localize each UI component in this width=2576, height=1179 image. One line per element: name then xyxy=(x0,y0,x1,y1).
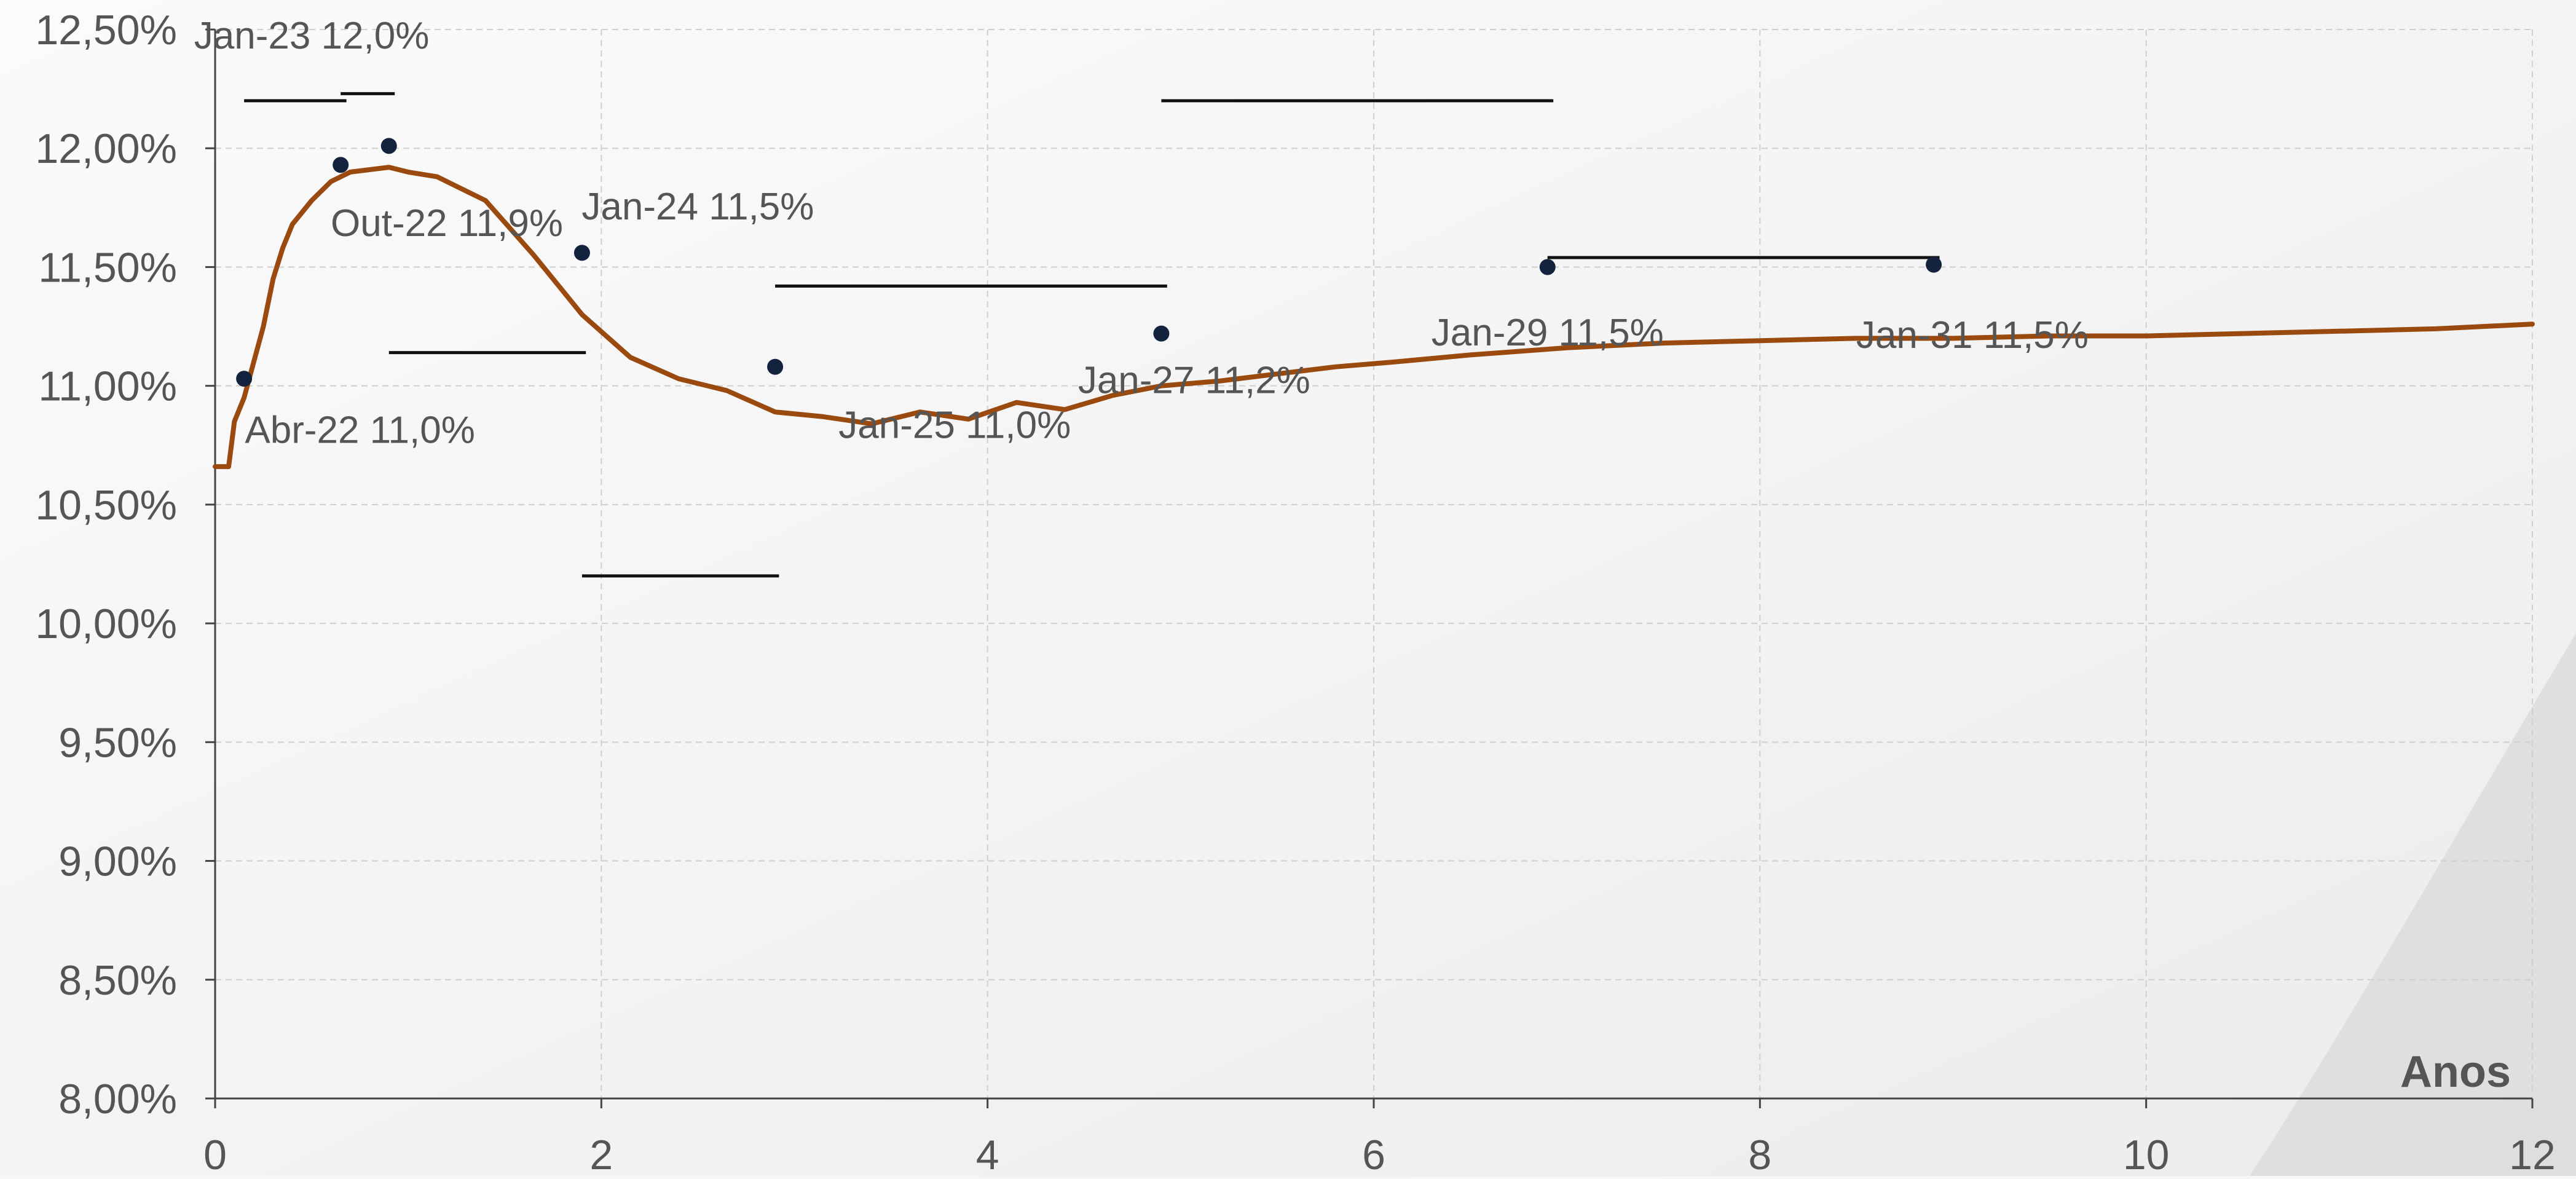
data-point xyxy=(1153,325,1170,342)
y-tick-label: 8,00% xyxy=(58,1076,177,1122)
point-label: Jan-25 11,0% xyxy=(838,404,1071,447)
y-tick-label: 9,00% xyxy=(58,838,177,885)
y-tick-label: 12,50% xyxy=(35,7,177,53)
x-tick-label: 12 xyxy=(2509,1132,2556,1176)
curve-layer xyxy=(213,165,2535,470)
y-tick-label: 11,50% xyxy=(38,244,177,291)
x-tick-label: 10 xyxy=(2123,1132,2170,1176)
point-label: Abr-22 11,0% xyxy=(245,409,475,451)
y-tick-label: 11,00% xyxy=(38,363,177,410)
x-tick-label: 6 xyxy=(1362,1132,1385,1176)
y-tick-label: 12,00% xyxy=(35,125,177,172)
y-tick-label: 9,50% xyxy=(58,719,177,766)
x-tick-label: 8 xyxy=(1748,1132,1771,1176)
point-label: Jan-27 11,2% xyxy=(1078,359,1310,401)
data-point xyxy=(380,138,397,154)
point-label: Jan-23 12,0% xyxy=(194,15,430,57)
yield-curve-line xyxy=(213,165,2535,470)
point-label: Jan-31 11,5% xyxy=(1856,314,2089,357)
data-point xyxy=(767,358,784,375)
x-axis-title: Anos xyxy=(2400,1047,2511,1097)
data-point xyxy=(333,157,349,173)
data-point xyxy=(236,371,253,387)
range-bars xyxy=(244,92,1940,578)
x-tick-label: 4 xyxy=(976,1132,999,1176)
y-tick-label: 10,50% xyxy=(35,482,177,529)
data-point xyxy=(1539,259,1556,275)
x-tick-label: 2 xyxy=(589,1132,613,1176)
point-label: Out-22 11,9% xyxy=(331,202,563,245)
points-layer xyxy=(236,138,1942,387)
axes: 8,00% 8,50% 9,00% 9,50% 10,00% 10,50% 11,00% 11… xyxy=(35,7,2556,1178)
y-tick-label: 8,50% xyxy=(58,957,177,1004)
gridlines xyxy=(215,29,2533,1098)
data-point xyxy=(573,245,590,261)
annotations-layer: Jan-23 12,0% Out-22 11,9% Jan-24 11,5% Abr-… xyxy=(194,15,2089,451)
x-tick-label: 0 xyxy=(203,1132,227,1176)
y-tick-label: 10,00% xyxy=(35,601,177,647)
decorative-swoosh xyxy=(2250,633,2576,1176)
data-point xyxy=(1926,256,1942,273)
point-label: Jan-24 11,5% xyxy=(581,186,814,228)
point-label: Jan-29 11,5% xyxy=(1432,312,1664,354)
